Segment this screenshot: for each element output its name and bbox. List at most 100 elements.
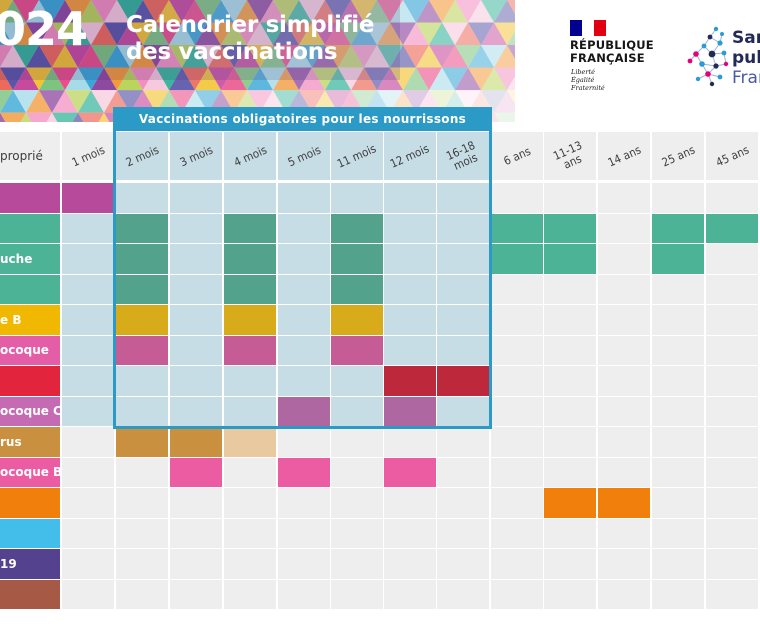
column-header: 14 ans: [598, 132, 650, 180]
schedule-cell: [437, 549, 489, 579]
vaccine-row-label: e B: [0, 305, 60, 335]
schedule-cell: [62, 518, 114, 548]
column-header: 25 ans: [652, 132, 704, 180]
schedule-cell: [437, 244, 489, 274]
sante-line-3: Fran: [732, 68, 760, 88]
column-header: 45 ans: [706, 132, 758, 180]
column-header: 11 mois: [331, 132, 383, 180]
schedule-cell: [437, 305, 489, 335]
schedule-cell: [652, 274, 704, 304]
network-dots-icon: [687, 26, 729, 87]
schedule-cell: [706, 549, 758, 579]
schedule-cell: [437, 579, 489, 609]
schedule-cell: [116, 488, 168, 518]
schedule-cell: [652, 549, 704, 579]
schedule-cell: [331, 579, 383, 609]
column-header: 6 ans: [491, 132, 543, 180]
column-header-line: 45 ans: [713, 142, 751, 170]
schedule-cell: [544, 366, 596, 396]
schedule-cell: [331, 244, 383, 274]
schedule-cell: [491, 549, 543, 579]
schedule-cell: [116, 274, 168, 304]
schedule-cell: [706, 457, 758, 487]
schedule-cell: [706, 366, 758, 396]
column-header: 5 mois: [278, 132, 330, 180]
schedule-cell: [384, 579, 436, 609]
vaccine-row-label: [0, 579, 60, 609]
column-header: 2 mois: [116, 132, 168, 180]
mandatory-vaccinations-title: Vaccinations obligatoires pour les nourr…: [113, 107, 492, 131]
schedule-cell: [544, 244, 596, 274]
schedule-cell: [224, 518, 276, 548]
motto-fraternite: Fraternité: [571, 84, 605, 92]
schedule-cell: [384, 549, 436, 579]
schedule-cell: [116, 335, 168, 365]
vaccine-row-label: ocoque C: [0, 396, 60, 426]
schedule-cell: [116, 213, 168, 243]
schedule-cell: [598, 488, 650, 518]
schedule-cell: [116, 305, 168, 335]
schedule-cell: [652, 213, 704, 243]
schedule-cell: [491, 488, 543, 518]
column-header-label: 14 ans: [605, 143, 642, 170]
vaccine-row-label: [0, 488, 60, 518]
schedule-cell: [224, 335, 276, 365]
schedule-cell: [278, 183, 330, 213]
schedule-cell: [706, 427, 758, 457]
schedule-cell: [278, 549, 330, 579]
schedule-cell: [652, 305, 704, 335]
schedule-cell: [224, 396, 276, 426]
schedule-cell: [170, 183, 222, 213]
column-header: 11-13 ans: [544, 132, 596, 180]
schedule-cell: [652, 335, 704, 365]
schedule-cell: [437, 488, 489, 518]
schedule-cell: [224, 366, 276, 396]
schedule-cell: [706, 274, 758, 304]
vaccine-row-label: 19: [0, 549, 60, 579]
schedule-cell: [384, 335, 436, 365]
schedule-cell: [384, 274, 436, 304]
column-header-line: 6 ans: [501, 143, 533, 169]
schedule-cell: [437, 457, 489, 487]
schedule-cell: [598, 366, 650, 396]
schedule-cell: [384, 213, 436, 243]
schedule-cell: [331, 396, 383, 426]
schedule-cell: [224, 549, 276, 579]
schedule-cell: [170, 488, 222, 518]
sante-line-2: pub: [732, 48, 760, 68]
schedule-cell: [116, 366, 168, 396]
schedule-cell: [544, 488, 596, 518]
schedule-cell: [170, 518, 222, 548]
column-header: 12 mois: [384, 132, 436, 180]
schedule-cell: [384, 183, 436, 213]
schedule-cell: [544, 274, 596, 304]
column-header-label: 45 ans: [713, 142, 751, 170]
sante-publique-france-logo: San pub Fran: [686, 24, 760, 90]
schedule-cell: [598, 518, 650, 548]
schedule-cell: [384, 244, 436, 274]
schedule-cell: [491, 518, 543, 548]
schedule-cell: [384, 518, 436, 548]
schedule-cell: [437, 366, 489, 396]
schedule-cell: [652, 488, 704, 518]
republique-name: RÉPUBLIQUE FRANÇAISE: [570, 39, 654, 65]
column-header-label: 11 mois: [335, 141, 378, 171]
schedule-cell: [331, 488, 383, 518]
schedule-cell: [224, 213, 276, 243]
column-header: 3 mois: [170, 132, 222, 180]
schedule-cell: [598, 579, 650, 609]
schedule-cell: [384, 457, 436, 487]
column-header-line: 2 mois: [123, 142, 161, 170]
sante-line-1: San: [732, 28, 760, 48]
schedule-cell: [598, 305, 650, 335]
vaccine-row-label: ocoque B: [0, 457, 60, 487]
column-header-line: 5 mois: [285, 142, 323, 170]
schedule-cell: [278, 305, 330, 335]
vaccine-row-label: ocoque: [0, 335, 60, 365]
schedule-cell: [62, 457, 114, 487]
schedule-cell: [170, 244, 222, 274]
schedule-cell: [598, 183, 650, 213]
schedule-cell: [62, 274, 114, 304]
schedule-cell: [652, 427, 704, 457]
